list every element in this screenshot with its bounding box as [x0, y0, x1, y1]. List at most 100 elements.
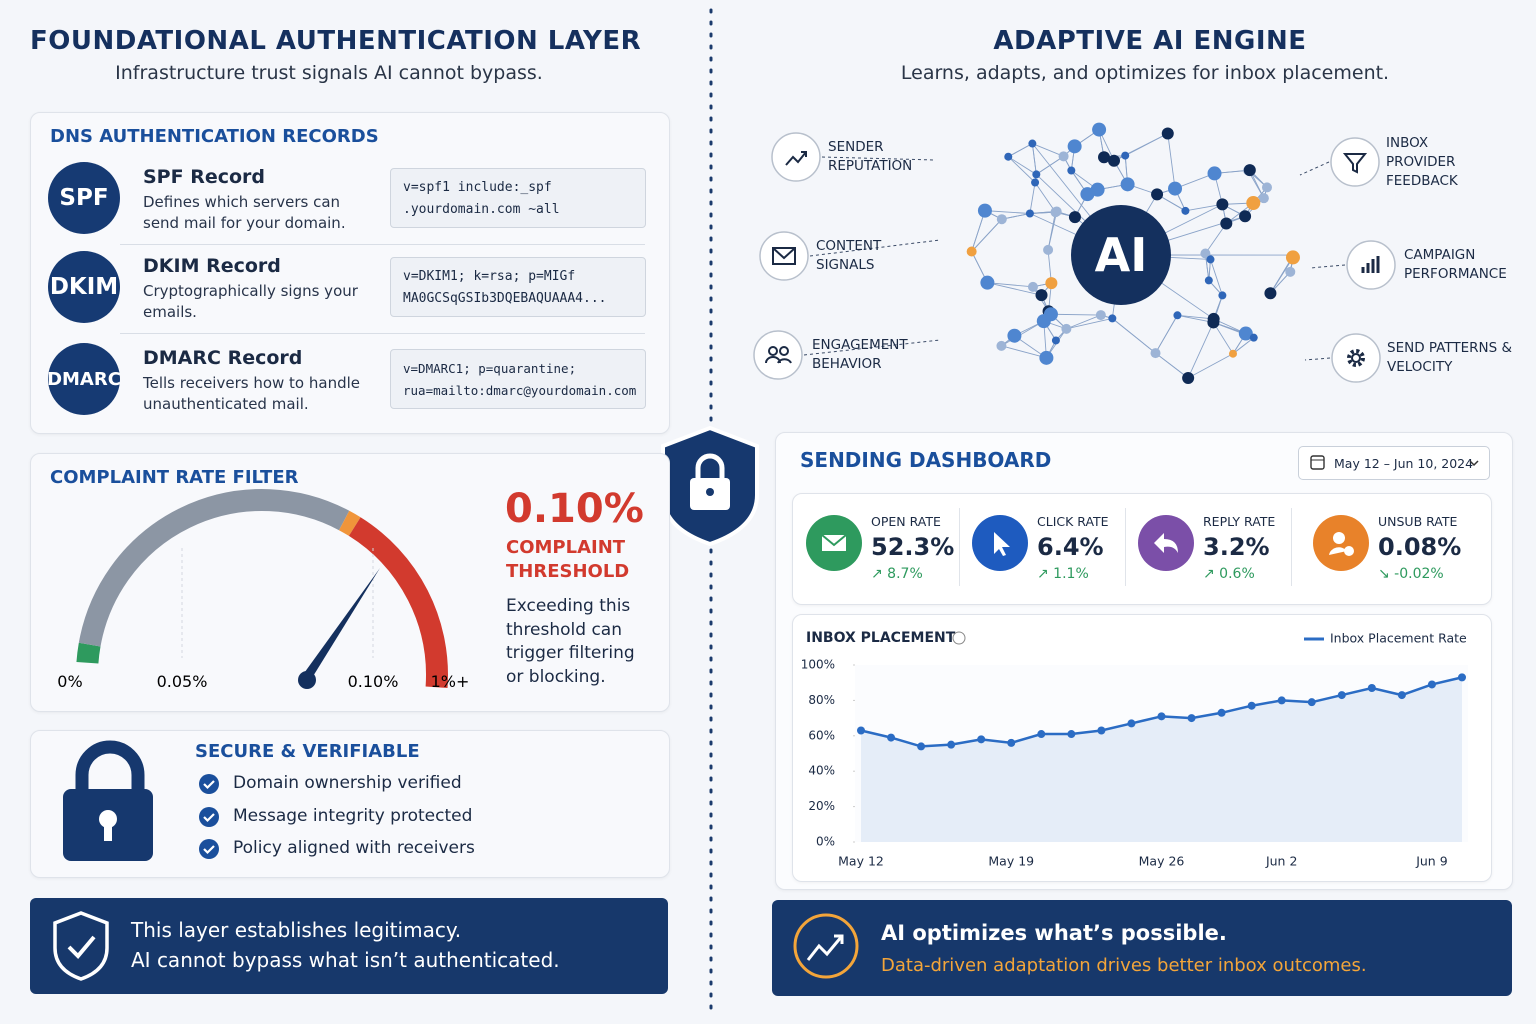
section-title: SECURE & VERIFIABLE — [195, 741, 420, 762]
network-node — [1204, 276, 1213, 285]
kpi-change: ↗ 1.1% — [1037, 566, 1089, 582]
network-edge — [1185, 203, 1223, 212]
network-node — [966, 246, 977, 257]
network-edge — [1066, 314, 1102, 330]
signal-icon — [753, 330, 803, 380]
left-banner — [30, 898, 668, 994]
kpi-value: 52.3% — [871, 533, 955, 561]
record-value: v=DKIM1; k=rsa; p=MIGf MA0GCSqGSIb3DQEBAQ… — [390, 257, 646, 317]
network-node — [1121, 151, 1130, 160]
network-edge — [971, 218, 1003, 252]
network-edge — [1167, 133, 1176, 189]
network-node — [1043, 244, 1054, 255]
banner-text: Data-driven adaptation drives better inb… — [881, 955, 1367, 976]
network-node — [1285, 266, 1296, 277]
left-title: FOUNDATIONAL AUTHENTICATION LAYER — [30, 26, 642, 56]
gauge-label: 1%+ — [431, 672, 470, 691]
signal-link — [1304, 357, 1331, 361]
point — [1458, 673, 1466, 682]
network-node — [1080, 187, 1095, 202]
network-edge — [1008, 143, 1033, 158]
network-node — [1173, 311, 1182, 320]
network-node — [1151, 188, 1164, 201]
network-node — [1068, 211, 1081, 224]
right-subtitle: Learns, adapts, and optimizes for inbox … — [900, 62, 1390, 84]
point — [1277, 696, 1286, 705]
network-node — [1161, 127, 1174, 140]
banner-text: AI optimizes what’s possible. — [881, 921, 1227, 945]
signal-label: CONTENT SIGNALS — [816, 238, 882, 273]
record-badge: DMARC — [47, 343, 121, 415]
y-tick-label: 20% — [808, 799, 835, 813]
network-node — [1258, 193, 1269, 204]
network-edge — [1007, 156, 1036, 183]
dashboard-title: SENDING DASHBOARD — [800, 448, 1052, 472]
network-edge — [1205, 223, 1227, 254]
banner-text: AI cannot bypass what isn’t authenticate… — [131, 948, 560, 972]
network-edge — [1047, 211, 1058, 250]
gauge-segment — [78, 489, 350, 647]
signal-label: SEND PATTERNS & VELOCITY — [1387, 340, 1513, 375]
network-edge — [1177, 314, 1214, 320]
network-edge — [1187, 353, 1234, 379]
signal-icon — [771, 132, 821, 182]
signal-link — [821, 156, 936, 161]
network-node — [980, 275, 995, 290]
plot-bg — [855, 665, 1468, 842]
date-icons — [1310, 455, 1479, 470]
chart-title: INBOX PLACEMENT — [806, 630, 956, 646]
record-badge: SPF — [48, 162, 120, 234]
kpi-icon — [972, 515, 1028, 571]
kpi-divider — [1125, 508, 1126, 586]
network-node — [1095, 310, 1106, 321]
code-line: v=DKIM1; k=rsa; p=MIGf — [403, 269, 576, 284]
lock-shackle — [695, 453, 725, 478]
record-name: DMARC Record — [143, 347, 303, 369]
record-description: Defines which servers can send mail for … — [143, 193, 346, 232]
code-line: v=DMARC1; p=quarantine; — [403, 361, 577, 376]
record-value: v=DMARC1; p=quarantine; rua=mailto:dmarc@… — [390, 349, 646, 409]
network-edge — [1001, 345, 1047, 359]
point — [1337, 691, 1346, 700]
point — [887, 733, 896, 742]
kpi-label: CLICK RATE — [1037, 514, 1109, 529]
left-subtitle: Infrastructure trust signals AI cannot b… — [115, 62, 543, 84]
date-picker[interactable] — [1298, 446, 1490, 480]
record-description: Tells receivers how to handle unauthenti… — [143, 374, 360, 413]
date-range: May 12 – Jun 10, 2024 — [1334, 456, 1474, 471]
record-value: v=spf1 include:_spf .yourdomain.com ~all — [390, 168, 646, 228]
network-node — [1206, 255, 1215, 264]
point — [1157, 712, 1166, 721]
secure-item: Message integrity protected — [233, 805, 473, 826]
network-edge — [1032, 143, 1064, 157]
lock-icon — [63, 740, 153, 861]
needle — [302, 568, 380, 686]
point — [1217, 708, 1226, 717]
point — [1427, 680, 1436, 689]
x-tick-label: May 12 — [838, 854, 884, 869]
network-node — [1207, 166, 1222, 181]
kpi-value: 3.2% — [1203, 533, 1270, 561]
network-edge — [1008, 156, 1037, 175]
network-node — [1045, 277, 1058, 290]
area — [861, 677, 1462, 842]
network-edge — [1066, 317, 1113, 330]
gauge-label: 0.05% — [157, 672, 208, 691]
network-node — [1228, 349, 1237, 358]
code-line: v=spf1 include:_spf — [403, 180, 552, 195]
kpi-value: 6.4% — [1037, 533, 1104, 561]
kpi-icon — [1313, 515, 1369, 571]
gauge: 0% 0.05% 0.10% 1%+ — [57, 489, 470, 691]
growth-icon — [793, 913, 859, 979]
check-icon — [199, 806, 219, 827]
signal-icon — [759, 231, 809, 281]
point — [1037, 730, 1046, 739]
signal-label: CAMPAIGN PERFORMANCE — [1404, 247, 1507, 282]
point — [1187, 714, 1196, 723]
network-node — [1220, 217, 1233, 230]
network-node — [1120, 177, 1135, 192]
network-node — [996, 340, 1007, 351]
gauge-segment — [76, 642, 101, 664]
point — [977, 735, 986, 744]
